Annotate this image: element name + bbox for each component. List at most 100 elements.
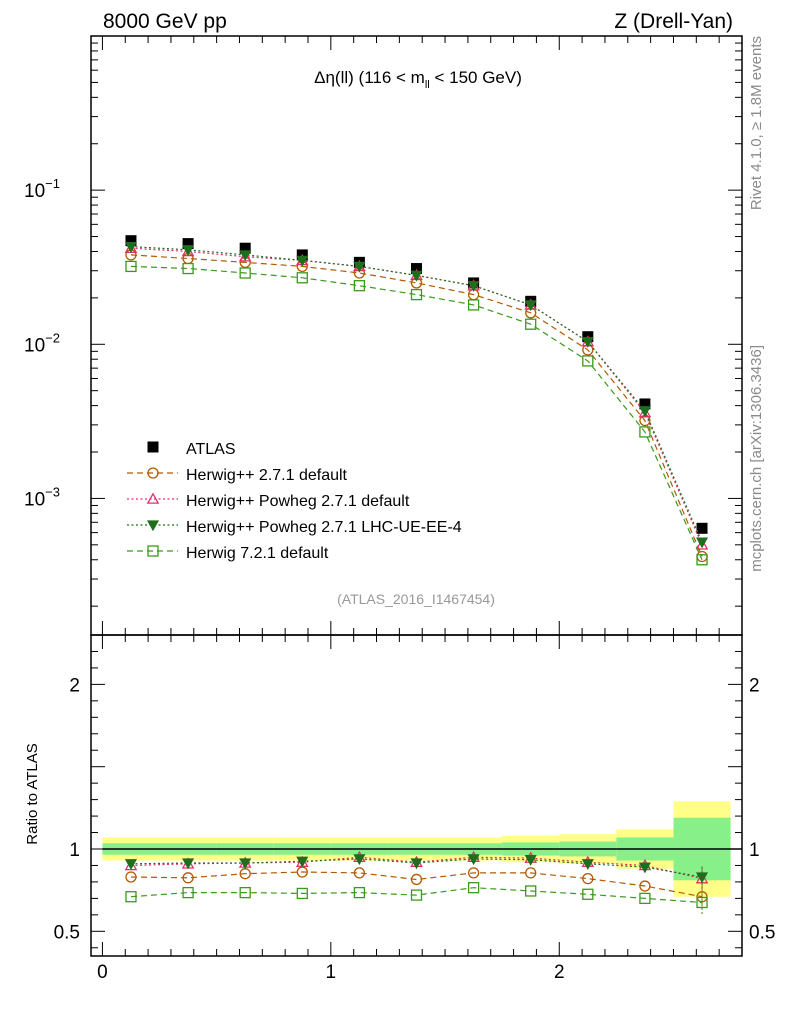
main-ytick-label-base: 10: [24, 335, 45, 356]
main-s2-line: [130, 247, 703, 546]
legend-label-powheg-ue: Herwig++ Powheg 2.7.1 LHC-UE-EE-4: [186, 519, 462, 536]
rivet-label: Rivet 4.1.0, ≥ 1.8M events: [748, 36, 765, 210]
header-right: Z (Drell-Yan): [614, 10, 733, 33]
ratio-s3-point-10: [696, 896, 708, 909]
ratio-s2-point-0: [124, 859, 138, 871]
ratio-s0-point-1: [182, 872, 194, 884]
ratio-s2-point-10: [695, 872, 709, 884]
ratio-ytick-label-left-2: 2: [69, 675, 80, 696]
main-s3-point-7: [524, 300, 537, 312]
ratio-s3-point-0: [125, 891, 137, 903]
main-s2-point-10: [695, 538, 709, 550]
main-ytick-label-base: 10: [24, 181, 45, 202]
ratio-xtick-label-1: 1: [326, 962, 337, 983]
ratio-s2-point-5: [410, 858, 423, 870]
ratio-frame-border: [90, 634, 743, 957]
ratio-ytick-label-right-0: 0.5: [749, 922, 775, 943]
ratio-s0-point-4: [353, 867, 366, 879]
legend-marker-herwigpp: [127, 467, 178, 479]
plot-title-main: Δη(ll) (116 < m: [314, 68, 425, 87]
legend-marker-powheg-ue: [127, 520, 178, 532]
ratio-s2-point-6: [467, 854, 480, 866]
plot-title: Δη(ll) (116 < mll < 150 GeV): [314, 68, 522, 91]
legend-label-herwigpp: Herwig++ 2.7.1 default: [186, 467, 348, 484]
main-s3-point-2: [239, 250, 252, 262]
main-s0-point-5: [411, 263, 422, 275]
legend: ATLAS Herwig++ 2.7.1 default Herwig++ Po…: [127, 441, 462, 562]
ratio-s2-point-3: [296, 856, 309, 868]
main-s0-point-0: [125, 235, 137, 247]
main-s4-line: [130, 265, 703, 561]
ratio-s0-point-9: [639, 880, 651, 892]
legend-marker-shape-4: [147, 545, 159, 557]
main-ytick-label-exp: −2: [45, 330, 60, 345]
legend-marker-shape-1: [147, 467, 159, 479]
ratio-s3-point-4: [353, 886, 366, 899]
main-s3-point-0: [124, 241, 138, 253]
main-ytick-label-exp: −1: [45, 176, 60, 191]
analysis-label: (ATLAS_2016_I1467454): [337, 591, 495, 607]
ratio-s2-point-2: [239, 858, 252, 870]
main-s3-point-6: [467, 281, 480, 292]
ratio-s2-point-9: [638, 862, 651, 874]
ratio-s0-line: [130, 871, 703, 898]
legend-marker-powheg: [127, 492, 178, 504]
main-s3-point-10: [695, 537, 709, 549]
ratio-s0-point-0: [125, 871, 137, 883]
main-s3-point-8: [581, 336, 594, 348]
main-s3-point-9: [638, 406, 651, 418]
main-s4-point-10: [696, 554, 708, 566]
main-s0-point-9: [639, 398, 651, 410]
ratio-ytick-label-left-0: 0.5: [54, 922, 80, 943]
legend-marker-shape-3: [146, 520, 160, 532]
main-s0-point-10: [696, 522, 708, 534]
main-s4-point-1: [182, 262, 194, 275]
ratio-s3-point-5: [410, 889, 423, 901]
ratio-s0-point-7: [525, 867, 537, 879]
ratio-s0-point-5: [410, 873, 423, 886]
ratio-s2-point-1: [182, 858, 195, 870]
main-s4-point-7: [525, 318, 537, 330]
ratio-s3-point-9: [639, 892, 651, 905]
main-s1-point-10: [696, 550, 708, 563]
main-ytick-label-2: 10−3: [24, 484, 60, 510]
main-s3-point-5: [410, 270, 423, 282]
legend-marker-shape-0: [147, 441, 159, 453]
legend-label-herwig7: Herwig 7.2.1 default: [186, 545, 329, 562]
ratio-s3-point-2: [239, 886, 251, 899]
ratio-ytick-label-right-2: 2: [749, 675, 760, 696]
legend-marker-shape-2: [146, 492, 160, 504]
main-s4-point-3: [296, 272, 308, 284]
ratio-s3-point-8: [582, 888, 594, 900]
ratio-series-group: [124, 850, 709, 915]
main-ytick-label-0: 10−1: [24, 176, 60, 202]
main-s3-point-1: [182, 245, 195, 257]
ratio-s2-line: [130, 858, 703, 878]
ratio-panel: [102, 801, 742, 897]
main-s4-point-8: [582, 355, 594, 367]
main-s1-line: [130, 254, 703, 557]
ratio-frame: [90, 634, 743, 957]
ratio-s2-point-4: [353, 854, 366, 866]
main-s4-point-9: [639, 426, 651, 438]
main-ytick-label-exp: −3: [45, 484, 60, 499]
main-s4-point-6: [467, 299, 480, 311]
main-s4-point-4: [353, 280, 366, 292]
ratio-s0-point-8: [582, 872, 594, 885]
legend-label-atlas: ATLAS: [186, 441, 236, 458]
main-s3-point-4: [353, 261, 366, 273]
main-series-group: [124, 235, 709, 566]
main-s4-point-5: [410, 288, 423, 301]
ratio-xtick-label-0: 0: [97, 962, 108, 983]
main-ytick-label-base: 10: [24, 489, 45, 510]
ratio-s3-point-7: [525, 885, 537, 897]
ratio-s3-line: [130, 887, 703, 904]
legend-marker-atlas: [147, 441, 159, 453]
header-left: 8000 GeV pp: [103, 10, 227, 33]
ratio-s3-point-6: [467, 882, 480, 894]
legend-marker-herwig7: [127, 545, 178, 557]
ratio-s2-point-8: [581, 859, 594, 871]
ratio-s2-point-7: [524, 855, 537, 866]
plot-title-sub: ll: [425, 79, 430, 91]
